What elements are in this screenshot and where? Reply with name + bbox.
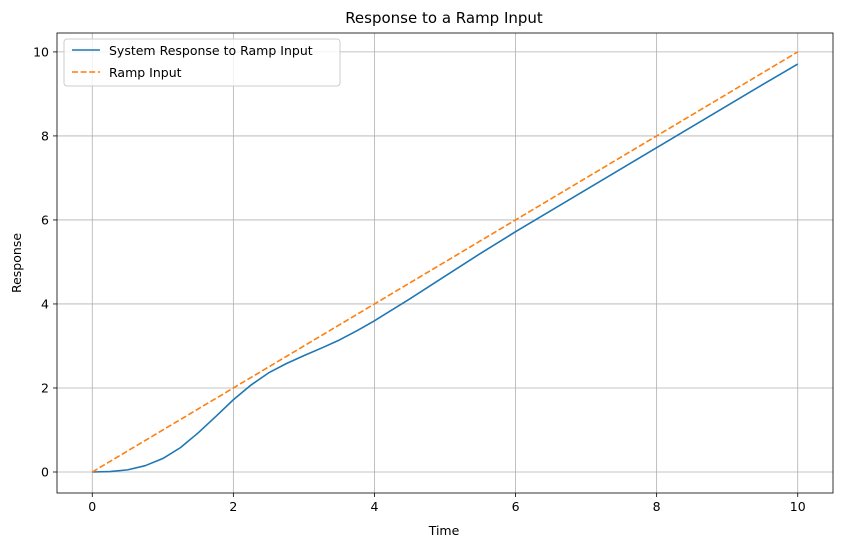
y-axis-label: Response bbox=[9, 233, 24, 293]
x-tick-label: 8 bbox=[653, 499, 661, 514]
x-tick-label: 10 bbox=[790, 499, 806, 514]
x-tick-label: 4 bbox=[370, 499, 378, 514]
system-response-line bbox=[92, 63, 799, 473]
chart-title: Response to a Ramp Input bbox=[345, 9, 543, 27]
y-tick-label: 8 bbox=[41, 128, 49, 143]
axis-ticks: 0 2 4 6 8 10 0 2 4 6 8 10 bbox=[33, 44, 806, 514]
x-axis-label: Time bbox=[428, 523, 460, 538]
y-tick-label: 6 bbox=[41, 212, 49, 227]
ramp-input-line bbox=[91, 51, 799, 473]
x-tick-label: 2 bbox=[229, 499, 237, 514]
legend: System Response to Ramp Input Ramp Input bbox=[63, 38, 341, 87]
y-tick-label: 0 bbox=[41, 464, 49, 479]
y-tick-label: 2 bbox=[41, 380, 49, 395]
grid bbox=[57, 33, 833, 493]
y-tick-label: 4 bbox=[41, 296, 49, 311]
x-tick-label: 6 bbox=[512, 499, 520, 514]
legend-frame bbox=[63, 38, 341, 87]
axes-frame bbox=[56, 32, 834, 494]
legend-label-system-response: System Response to Ramp Input bbox=[109, 43, 313, 58]
legend-label-ramp-input: Ramp Input bbox=[109, 65, 182, 80]
plot-area bbox=[91, 51, 799, 473]
x-tick-label: 0 bbox=[88, 499, 96, 514]
y-tick-label: 10 bbox=[33, 44, 49, 59]
